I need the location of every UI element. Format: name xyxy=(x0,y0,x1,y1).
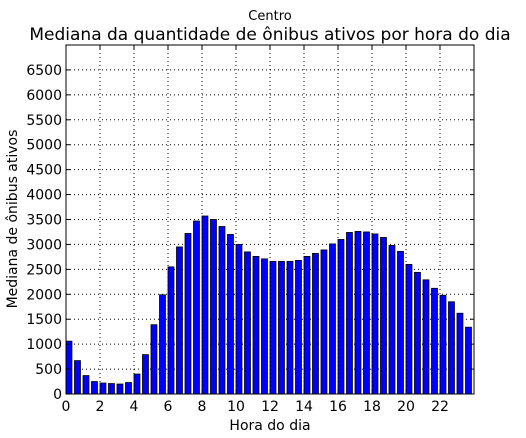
y-tick-label: 2000 xyxy=(26,287,62,303)
bar xyxy=(405,263,413,395)
x-tick-label: 22 xyxy=(431,399,449,415)
y-tick-label: 1000 xyxy=(26,337,62,353)
bar xyxy=(329,243,336,395)
y-tick-label: 3500 xyxy=(26,213,62,229)
x-tick-label: 8 xyxy=(198,399,207,415)
bar xyxy=(278,260,285,395)
y-tick-label: 4000 xyxy=(26,188,62,204)
bar xyxy=(227,234,234,395)
bar xyxy=(142,354,149,395)
bar xyxy=(414,271,421,395)
bar xyxy=(193,220,200,395)
y-tick-label: 2500 xyxy=(26,262,62,278)
chart-title: Mediana da quantidade de ônibus ativos p… xyxy=(29,25,510,45)
bar xyxy=(320,249,328,395)
bar xyxy=(125,382,132,395)
y-tick-label: 5500 xyxy=(26,113,62,129)
bar xyxy=(303,255,311,395)
y-tick-label: 6000 xyxy=(26,88,62,104)
y-tick-label: 0 xyxy=(53,387,62,403)
bar xyxy=(422,279,430,395)
y-tick-label: 3000 xyxy=(26,237,62,253)
x-tick-label: 20 xyxy=(397,399,415,415)
bar xyxy=(388,245,396,395)
bar xyxy=(448,301,455,395)
bar xyxy=(286,260,294,395)
x-tick-label: 14 xyxy=(295,399,313,415)
bar xyxy=(380,237,387,395)
bar xyxy=(465,326,472,395)
bar xyxy=(74,360,81,395)
y-tick-label: 500 xyxy=(35,362,62,378)
bar xyxy=(116,383,124,395)
bar xyxy=(184,233,192,395)
bar xyxy=(244,251,251,395)
bar xyxy=(431,287,438,395)
bar xyxy=(363,231,370,395)
bar xyxy=(218,226,226,395)
x-tick-label: 0 xyxy=(62,399,71,415)
bar xyxy=(176,246,183,395)
x-tick-label: 6 xyxy=(164,399,173,415)
bar xyxy=(354,231,362,395)
x-tick-label: 16 xyxy=(329,399,347,415)
bar xyxy=(159,294,166,395)
x-tick-label: 12 xyxy=(261,399,279,415)
bar xyxy=(346,232,353,395)
bar xyxy=(99,382,107,395)
bar xyxy=(252,255,260,395)
bar xyxy=(210,219,217,395)
bar xyxy=(261,258,268,395)
y-tick-label: 5000 xyxy=(26,138,62,154)
bar xyxy=(397,251,404,395)
bar xyxy=(295,259,302,395)
bar xyxy=(65,340,73,395)
bar xyxy=(201,215,209,395)
bar xyxy=(235,244,243,395)
bar xyxy=(133,373,141,395)
y-tick-labels: 0 500 1000 1500 2000 2500 3000 3500 4000 4500 5000… xyxy=(26,63,62,403)
x-tick-label: 10 xyxy=(227,399,245,415)
bar xyxy=(82,375,90,395)
y-tick-label: 4500 xyxy=(26,163,62,179)
bar xyxy=(108,383,115,395)
x-tick-label: 2 xyxy=(96,399,105,415)
bar xyxy=(269,260,277,395)
y-axis-label: Mediana de ônibus ativos xyxy=(5,130,21,309)
x-tick-labels: 0 2 4 6 8 10 12 14 16 18 20 22 xyxy=(62,399,449,415)
bar xyxy=(456,312,464,395)
y-tick-label: 1500 xyxy=(26,312,62,328)
bar xyxy=(312,253,319,395)
x-tick-label: 4 xyxy=(130,399,139,415)
chart-subtitle: Centro xyxy=(248,9,291,24)
bar xyxy=(167,266,175,395)
bars xyxy=(65,215,472,395)
y-tick-label: 6500 xyxy=(26,63,62,79)
bar xyxy=(150,324,158,395)
bar xyxy=(371,233,379,395)
bar xyxy=(439,294,447,395)
x-tick-label: 18 xyxy=(363,399,381,415)
bar xyxy=(91,381,98,395)
x-axis-label: Hora do dia xyxy=(229,418,310,434)
bar xyxy=(337,239,345,395)
axis-ticks xyxy=(65,45,474,395)
